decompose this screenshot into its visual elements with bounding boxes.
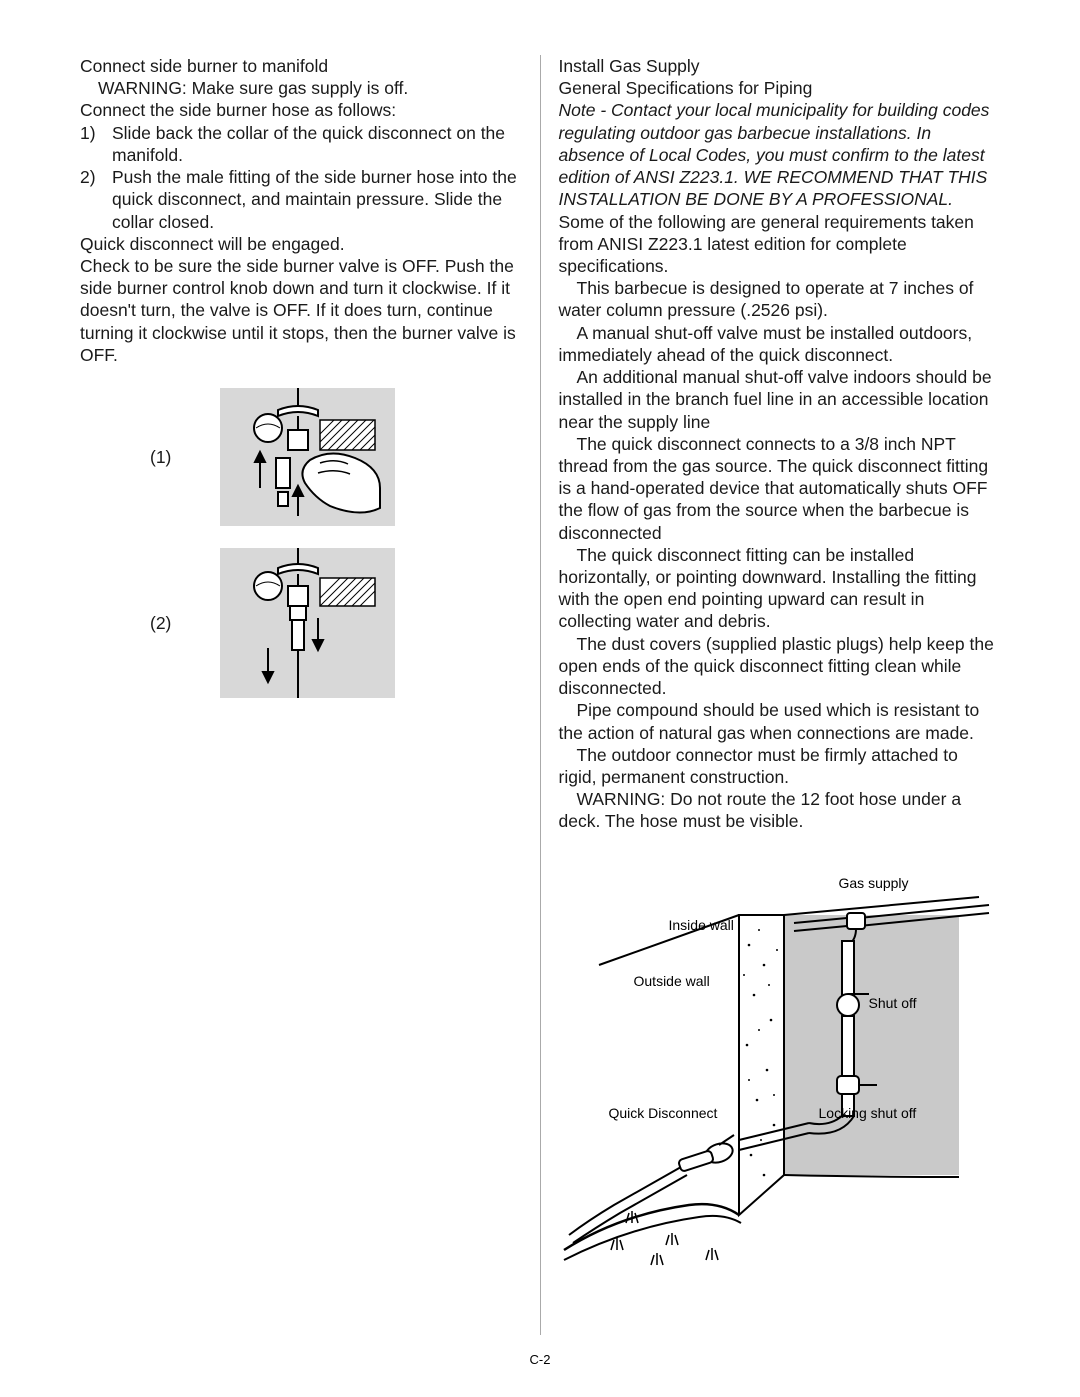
right-p8: Pipe compound should be used which is re… [559,699,1001,743]
figure-1-row: (1) [80,388,522,526]
right-h1: Install Gas Supply [559,55,1001,77]
list-item-1: 1) Slide back the collar of the quick di… [80,122,522,166]
right-p5: The quick disconnect connects to a 3/8 i… [559,433,1001,544]
right-p1: Some of the following are general requir… [559,211,1001,278]
left-heading: Connect side burner to manifold [80,55,522,77]
figure-2-box [220,548,395,698]
figure-1-label: (1) [80,446,220,468]
list-num-1: 1) [80,122,110,166]
list-body-2: Push the male fitting of the side burner… [110,166,522,233]
label-shut-off: Shut off [869,995,917,1013]
list-num-2: 2) [80,166,110,233]
label-outside-wall: Outside wall [634,973,710,991]
label-inside-wall: Inside wall [669,917,734,935]
right-note: Note - Contact your local municipality f… [559,99,1001,210]
right-p2: This barbecue is designed to operate at … [559,277,1001,321]
left-column: Connect side burner to manifold WARNING:… [80,55,540,1335]
quick-disconnect-hand-icon [220,388,395,526]
label-gas-supply: Gas supply [839,875,909,893]
page: Connect side burner to manifold WARNING:… [0,0,1080,1397]
quick-disconnect-closed-icon [220,548,395,698]
figure-2-row: (2) [80,548,522,698]
wall-piping-diagram-icon [559,855,999,1285]
label-locking-shut-off: Locking shut off [819,1105,917,1123]
right-p6: The quick disconnect fitting can be inst… [559,544,1001,633]
left-warning: WARNING: Make sure gas supply is off. [80,77,522,99]
left-line4: Check to be sure the side burner valve i… [80,255,522,366]
left-line3: Quick disconnect will be engaged. [80,233,522,255]
two-column-layout: Connect side burner to manifold WARNING:… [80,55,1000,1335]
page-number: C-2 [0,1352,1080,1367]
figure-1-box [220,388,395,526]
right-p10: WARNING: Do not route the 12 foot hose u… [559,788,1001,832]
label-quick-disconnect: Quick Disconnect [609,1105,718,1123]
figure-2-label: (2) [80,612,220,634]
right-p9: The outdoor connector must be firmly att… [559,744,1001,788]
right-column: Install Gas Supply General Specification… [540,55,1001,1335]
right-p3: A manual shut-off valve must be installe… [559,322,1001,366]
right-h2: General Specifications for Piping [559,77,1001,99]
right-p4: An additional manual shut-off valve indo… [559,366,1001,433]
list-body-1: Slide back the collar of the quick disco… [110,122,522,166]
left-intro: Connect the side burner hose as follows: [80,99,522,121]
gas-supply-diagram: Gas supply Inside wall Outside wall Shut… [559,855,1001,1285]
right-p7: The dust covers (supplied plastic plugs)… [559,633,1001,700]
list-item-2: 2) Push the male fitting of the side bur… [80,166,522,233]
